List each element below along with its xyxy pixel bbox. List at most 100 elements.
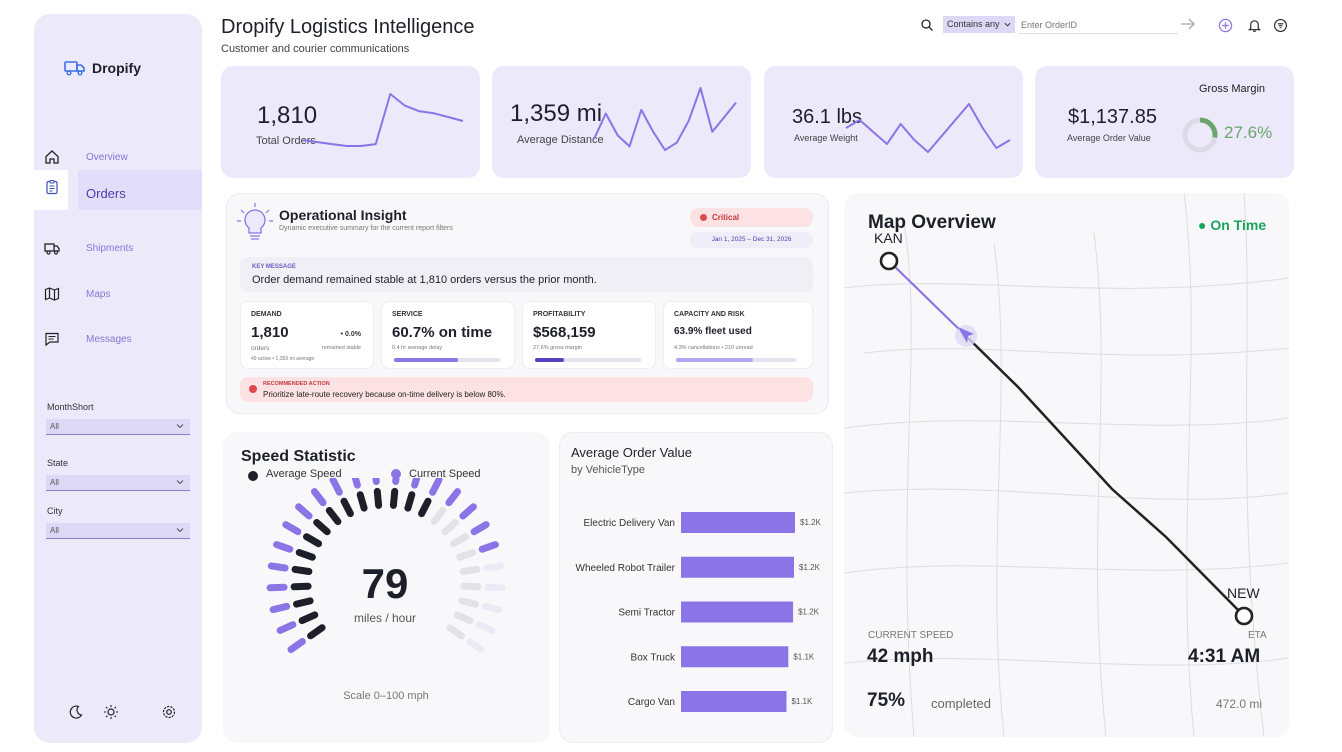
status-badge: Critical [690,208,813,227]
search-mode-select[interactable]: Contains any [943,16,1015,33]
bar-category-label: Semi Tractor [618,608,675,619]
destination-marker [1234,606,1254,626]
distance-value: 472.0 mi [1216,697,1263,711]
gauge-tick-average [340,497,354,518]
filter-label-city: City [47,506,63,516]
bell-icon[interactable] [1247,18,1262,33]
gauge-tick-current [351,478,361,489]
filter-select-state[interactable]: All [46,475,190,491]
key-message-label: KEY MESSAGE [252,264,296,270]
legend-dot-average [248,471,258,481]
kpi-value: 36.1 lbs [792,106,863,128]
legend-dot-current [391,469,401,479]
speed-scale: Scale 0–100 mph [343,690,429,702]
sidebar-item-label: Shipments [86,242,134,254]
gauge-tick-average [356,491,368,512]
gauge-tick-current [266,583,288,592]
gauge-tick-average [295,549,316,561]
gauge-tick-average [303,533,323,548]
margin-gauge [1182,117,1218,153]
bar-category-label: Box Truck [631,652,676,663]
gauge-tick-average [441,519,459,536]
gauge-tick-current [287,638,306,653]
light-mode-icon[interactable] [103,704,119,720]
kpi-value: $1,137.85 [1068,106,1157,128]
sidebar-item-orders[interactable]: Orders [34,170,202,214]
gauge-tick-current [483,562,505,572]
brand-name: Dropify [92,60,141,76]
filter-label-state: State [47,458,69,468]
bar-category-label: Electric Delivery Van [583,518,675,529]
gauge-tick-average [293,597,314,608]
arrow-right-icon[interactable] [1180,17,1196,31]
gauge-tick-current [372,478,380,485]
gauge-tick-current [273,541,294,553]
filter-circle-icon[interactable] [1273,18,1288,33]
sidebar-item-shipments[interactable]: Shipments [34,228,202,268]
eta-label: ETA [1248,630,1267,641]
gauge-tick-current [267,562,289,572]
gauge-tick-average [325,507,342,526]
settings-icon[interactable] [161,704,177,720]
gauge-tick-average [446,624,465,640]
gauge-tick-current [481,602,503,614]
kpi-average-order-value: Gross Margin $1,137.85 Average Order Val… [1035,66,1294,178]
gauge-tick-average [456,549,477,561]
chevron-down-icon [176,480,184,485]
bar-value-label: $1.2K [799,563,821,572]
brand-logo[interactable]: Dropify [64,60,141,76]
dark-mode-icon[interactable] [68,704,84,720]
gauge-tick-average [307,624,326,640]
sidebar: Dropify Overview Orders Shipments Maps M… [34,14,202,743]
gauge-tick-average [418,497,432,518]
date-range: Jan 1, 2025 – Dec 31, 2026 [711,236,792,243]
gauge-tick-average [449,533,469,548]
badge-label: Critical [712,213,740,222]
bar-value-label: $1.2K [800,518,822,527]
truck-logo-icon [64,61,85,76]
sparkline-path [593,87,737,151]
date-range-chip[interactable]: Jan 1, 2025 – Dec 31, 2026 [690,232,813,248]
search-input[interactable] [1018,16,1178,34]
key-message-text: Order demand remained stable at 1,810 or… [252,274,597,286]
gauge-tick-current [429,478,443,496]
filter-value: All [50,478,59,487]
kpi-value: 1,359 mi [510,100,603,127]
bar-category-label: Wheeled Robot Trailer [576,563,676,574]
speed-gauge [266,478,506,653]
kpi-average-distance: 1,359 mi Average Distance [492,66,751,178]
search-mode-value: Contains any [947,19,1000,29]
page-subtitle: Customer and courier communications [221,43,410,55]
kpi-value: 1,810 [257,102,318,129]
sidebar-item-overview[interactable]: Overview [34,137,202,177]
page-title: Dropify Logistics Intelligence [221,16,475,38]
insight-card-profitability: PROFITABILITY $568,159 27.6% gross margi… [522,301,656,369]
card-value: 63.9% fleet used [674,326,752,337]
card-sub: 4.3% cancellations • 210 unread [674,345,753,351]
lightbulb-icon [237,203,273,240]
message-icon [45,332,59,347]
bar-value-label: $1.1K [791,697,813,706]
bar-value-label: $1.2K [798,608,820,617]
sidebar-item-maps[interactable]: Maps [34,274,202,314]
add-circle-icon[interactable] [1218,18,1233,33]
card-delta: • 0.0% [340,331,361,338]
sparkline-path [302,93,464,147]
gauge-tick-average [404,491,416,512]
progress-fill [535,358,565,362]
sidebar-item-messages[interactable]: Messages [34,319,202,359]
filter-select-month[interactable]: All [46,419,190,435]
map-title: Map Overview [868,212,996,233]
gauge-tick-average [458,597,479,608]
gauge-tick-current [276,621,297,634]
map-roads [844,193,1289,737]
filter-select-city[interactable]: All [46,523,190,539]
gauge-tick-average [290,582,312,591]
gauge-tick-average [291,565,313,575]
bar [681,601,794,623]
search-icon[interactable] [920,18,934,32]
sidebar-item-label: Orders [86,186,126,201]
card-sub: orders [251,345,270,352]
gauge-tick-current [295,503,313,520]
gauge-tick-current [478,541,499,553]
